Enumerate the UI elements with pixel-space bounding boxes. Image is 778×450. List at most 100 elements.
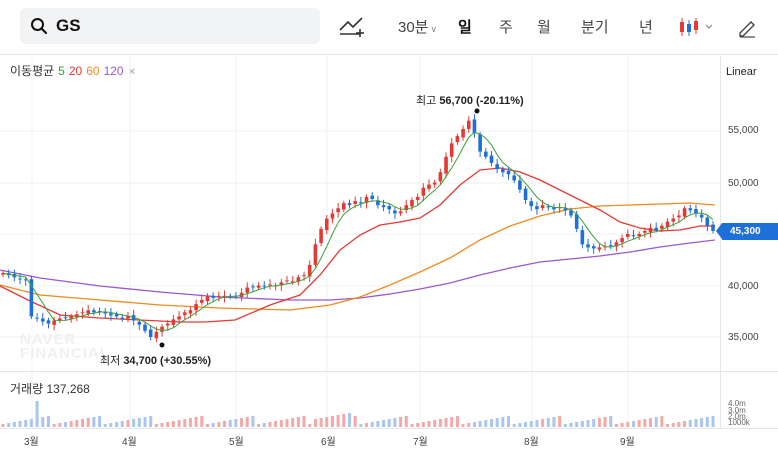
tab-quarter[interactable]: 분기	[581, 19, 609, 36]
candle	[114, 314, 119, 317]
candle	[682, 208, 687, 217]
high-marker	[474, 108, 480, 114]
candle	[182, 312, 187, 316]
time-axis-label: 5월	[229, 437, 244, 448]
candle	[63, 317, 68, 319]
volume-bar	[24, 420, 28, 427]
volume-bar	[603, 417, 607, 427]
candle	[307, 264, 312, 277]
candle	[279, 282, 284, 286]
volume-bar	[257, 424, 261, 427]
volume-bar	[319, 418, 323, 427]
candle	[574, 214, 579, 229]
scale-mode-button[interactable]: Linear	[726, 66, 757, 78]
volume-bar	[325, 417, 329, 427]
tab-30min[interactable]: 30분 ∨	[398, 19, 438, 36]
candle	[177, 316, 181, 320]
tab-month[interactable]: 월	[537, 19, 551, 36]
candle	[501, 169, 505, 173]
volume-bar	[529, 421, 533, 427]
candle	[660, 225, 664, 229]
candle	[296, 277, 301, 282]
volume-bar	[541, 419, 545, 427]
volume-bar	[671, 423, 675, 427]
candle	[29, 279, 34, 317]
volume-legend: 거래량 137,268	[10, 382, 90, 396]
volume-bar	[524, 422, 528, 427]
candle	[512, 175, 516, 181]
candle	[126, 316, 130, 319]
volume-bar	[92, 417, 96, 427]
volume-bar	[399, 417, 403, 427]
candle	[80, 312, 85, 314]
candle	[200, 299, 204, 303]
volume-bar	[217, 422, 221, 427]
volume-bar	[552, 417, 556, 427]
time-axis-label: 3월	[24, 437, 39, 448]
volume-bar	[660, 416, 664, 427]
tab-year[interactable]: 년	[639, 19, 653, 36]
volume-bar	[461, 424, 465, 427]
price-axis-tick: 50,000	[728, 178, 759, 189]
volume-bar	[614, 424, 618, 427]
volume-bar	[205, 424, 209, 427]
candle	[643, 230, 647, 233]
candle	[699, 214, 704, 218]
tab-week[interactable]: 주	[499, 19, 513, 36]
candle	[313, 244, 318, 265]
candle	[410, 200, 414, 207]
candle-type-icon[interactable]	[678, 16, 716, 38]
candle	[58, 318, 62, 321]
volume-bar	[285, 419, 289, 427]
candle	[591, 246, 596, 249]
ma-legend-5: 5	[58, 64, 65, 78]
indicator-add-icon[interactable]	[338, 14, 366, 38]
candle	[518, 180, 522, 190]
high-annotation: 최고 56,700 (-20.11%)	[416, 95, 524, 107]
candle	[165, 323, 170, 326]
volume-axis-tick: 1000k	[728, 418, 750, 427]
candle	[449, 143, 454, 157]
volume-bar	[63, 422, 67, 427]
volume-bar	[132, 419, 136, 427]
candle	[529, 201, 534, 207]
volume-bar	[268, 422, 272, 427]
volume-bar	[421, 422, 425, 427]
volume-bar	[677, 422, 681, 427]
search-query[interactable]: GS	[56, 16, 81, 35]
candle	[370, 195, 374, 199]
close-icon[interactable]: ✕	[127, 67, 136, 78]
volume-bar	[137, 418, 141, 427]
candle	[205, 295, 210, 302]
volume-bar	[472, 422, 476, 427]
candle	[506, 170, 511, 175]
volume-bar	[501, 417, 505, 427]
volume-bar	[558, 416, 562, 427]
volume-bar	[115, 422, 119, 427]
stock-search-box[interactable]: GS	[20, 8, 320, 44]
current-price-badge: 45,300	[716, 223, 778, 240]
candle	[626, 234, 630, 237]
candle	[478, 134, 482, 152]
candle	[665, 221, 670, 227]
volume-bar	[450, 417, 454, 427]
volume-bar	[507, 416, 511, 427]
pencil-icon[interactable]	[737, 16, 757, 38]
volume-bar	[1, 424, 5, 427]
volume-bar	[251, 416, 255, 427]
candle	[92, 310, 96, 313]
candle	[336, 208, 340, 213]
volume-bar	[393, 418, 397, 427]
candle	[217, 295, 221, 297]
candle	[256, 285, 261, 288]
tab-day[interactable]: 일	[458, 19, 472, 36]
price-axis-tick: 55,000	[728, 125, 759, 136]
volume-bar	[512, 424, 516, 427]
volume-bar	[103, 424, 107, 427]
candle	[319, 228, 323, 244]
candle	[688, 208, 693, 211]
ma-legend-120: 120	[103, 64, 124, 78]
candle	[387, 205, 392, 210]
candle	[347, 203, 352, 206]
